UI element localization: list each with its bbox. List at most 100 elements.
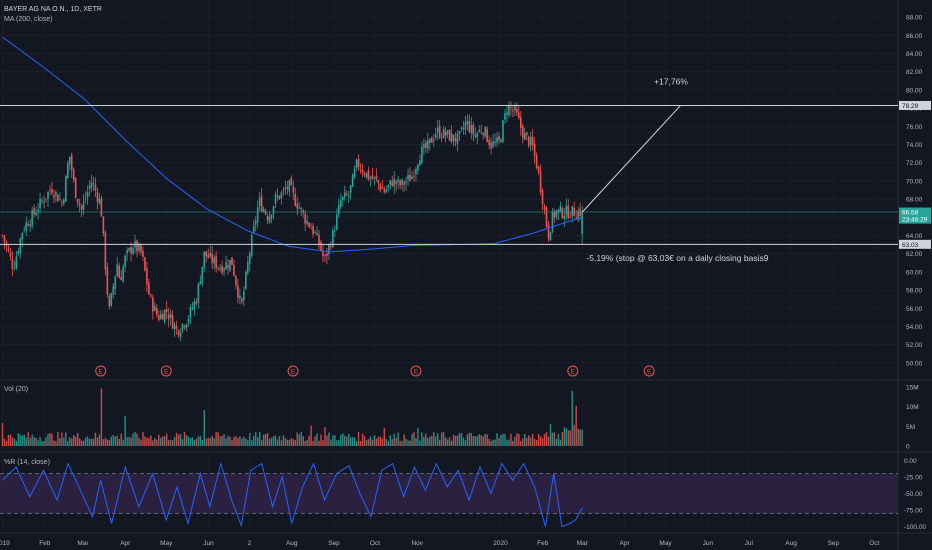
volume-bar — [260, 439, 263, 446]
volume-bar — [112, 435, 114, 446]
price-candle — [442, 128, 445, 138]
volume-bar — [148, 437, 150, 446]
volume-bar — [225, 438, 227, 446]
price-candle — [1, 235, 4, 237]
price-candle — [316, 232, 318, 236]
price-candle — [225, 262, 227, 270]
volume-bar — [219, 436, 221, 446]
price-candle — [411, 176, 413, 179]
volume-bar — [559, 439, 562, 446]
earnings-marker-label: E — [291, 369, 296, 376]
price-tick-label: 84.00 — [906, 51, 923, 58]
volume-bar — [539, 435, 542, 446]
price-candle — [324, 254, 326, 256]
price-candle — [373, 177, 376, 179]
volume-tick-label: 0 — [906, 444, 910, 451]
volume-bar — [324, 427, 326, 446]
volume-bar — [347, 433, 350, 446]
price-candle — [219, 268, 221, 270]
price-candle — [25, 222, 28, 231]
price-candle — [126, 250, 128, 254]
price-candle — [23, 229, 26, 231]
price-candle — [514, 106, 516, 111]
price-candle — [369, 177, 372, 179]
price-candle — [132, 248, 134, 255]
price-candle — [248, 253, 251, 264]
volume-bar — [154, 438, 156, 446]
price-candle — [462, 128, 465, 129]
time-tick-label: May — [160, 540, 173, 547]
price-candle — [88, 185, 91, 190]
price-badge-label: 63.03 — [902, 242, 919, 249]
time-tick-label: Apr — [120, 540, 131, 547]
volume-tick-label: 10M — [906, 404, 919, 411]
price-candle — [450, 133, 453, 143]
price-tick-label: 62.00 — [906, 251, 923, 258]
volume-bar — [189, 437, 192, 446]
price-candle — [516, 108, 518, 113]
price-candle — [339, 200, 342, 207]
price-candle — [247, 262, 249, 273]
volume-bar — [294, 440, 296, 446]
price-candle — [444, 131, 447, 136]
earnings-marker-icon — [287, 365, 299, 377]
volume-bar — [15, 441, 18, 446]
price-candle — [551, 211, 554, 232]
volume-bar — [23, 434, 25, 446]
volume-bar — [346, 436, 348, 446]
price-candle — [120, 276, 122, 281]
price-candle — [405, 181, 407, 183]
price-candle — [413, 175, 415, 177]
volume-bar — [110, 436, 113, 446]
price-candle — [169, 314, 172, 318]
price-candle — [575, 217, 577, 219]
price-candle — [233, 264, 235, 276]
price-candle — [312, 225, 314, 235]
volume-bar — [215, 431, 217, 446]
price-candle — [292, 186, 295, 193]
volume-bar — [547, 436, 550, 446]
volume-bar — [150, 435, 152, 446]
volume-bar — [417, 427, 419, 446]
price-candle — [466, 120, 469, 125]
price-candle — [163, 309, 166, 322]
price-candle — [31, 210, 33, 226]
volume-bar — [381, 438, 384, 446]
price-candle — [68, 156, 71, 164]
price-candle — [41, 200, 43, 202]
volume-bar — [37, 440, 39, 446]
volume-bar — [292, 439, 295, 446]
williams-r-tick-label: 0.00 — [904, 458, 917, 465]
volume-bar — [29, 437, 31, 446]
price-candle — [494, 141, 496, 143]
volume-bar — [288, 439, 291, 446]
volume-bar — [31, 434, 33, 446]
williams-r-tick-label: -75.00 — [904, 508, 923, 515]
price-candle — [274, 194, 277, 204]
price-candle — [399, 180, 401, 186]
volume-bar — [379, 436, 382, 446]
volume-bar — [367, 439, 370, 446]
volume-bar — [464, 440, 467, 446]
price-candle — [9, 252, 12, 257]
volume-bar — [334, 435, 336, 446]
price-tick-label: 64.00 — [906, 233, 923, 240]
price-candle — [300, 207, 303, 210]
volume-bar — [557, 433, 560, 446]
volume-bar — [387, 441, 389, 446]
earnings-marker-icon — [160, 365, 172, 377]
volume-bar — [67, 441, 69, 446]
time-tick-label: Sep — [828, 540, 840, 547]
volume-bar — [175, 432, 178, 446]
volume-bar — [13, 438, 16, 446]
price-candle — [278, 195, 281, 200]
volume-bar — [86, 436, 89, 446]
price-candle — [409, 174, 411, 182]
price-badge — [899, 239, 931, 249]
volume-bar — [272, 436, 275, 446]
volume-bar — [102, 439, 105, 446]
price-candle — [86, 191, 89, 198]
volume-bar — [541, 438, 544, 446]
volume-bar — [124, 416, 126, 446]
